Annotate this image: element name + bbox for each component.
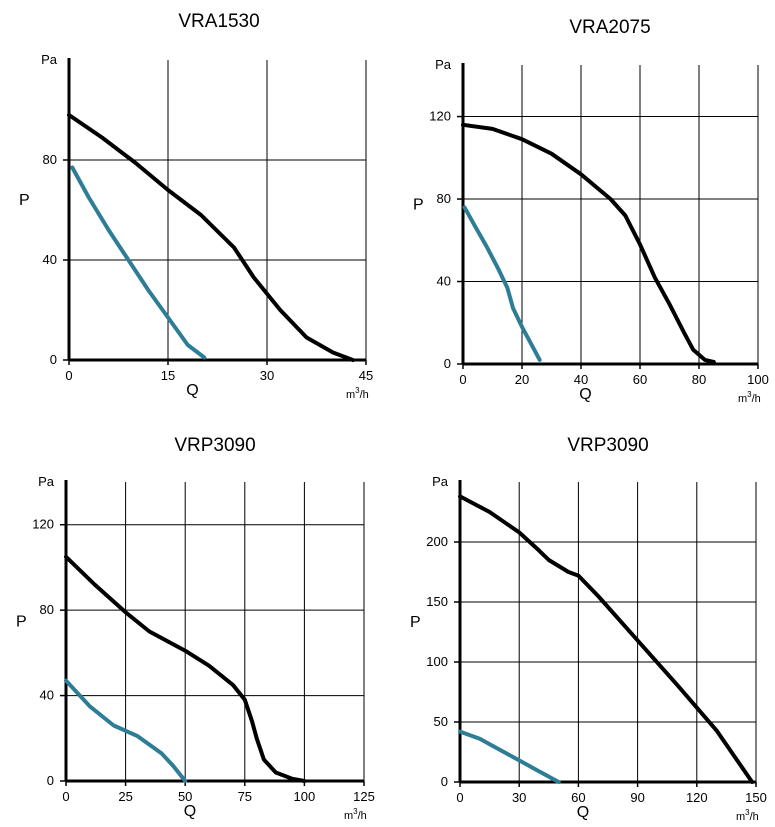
x-unit-label: m3/h: [738, 390, 761, 405]
y-unit-label: Pa: [38, 474, 55, 489]
chart-1: VRA1530 0 15 30 45 0 40 80 Pa P Q m3/h: [19, 11, 373, 401]
series-line-teal: [64, 678, 188, 783]
y-axis-label: P: [413, 197, 424, 214]
x-tick-label: 60: [633, 372, 647, 387]
x-tick-label: 80: [692, 372, 706, 387]
x-tick-label: 100: [294, 789, 316, 804]
x-tick-label: 0: [456, 790, 463, 805]
chart-4: VRP3090 0 30 60 90 120 150 0 50 100 150 200 Pa P Q m3/h: [410, 435, 767, 823]
x-unit-label: m3/h: [344, 807, 367, 822]
y-tick-label: 120: [32, 517, 54, 532]
y-tick-label: 0: [50, 352, 57, 367]
x-axis-label: Q: [184, 803, 196, 820]
chart-3: VRP3090 0 25 50 75 100 125 0 40 80 120 Pa P Q m3/h: [16, 435, 375, 822]
series-line-black: [461, 122, 716, 364]
series-line-black: [67, 113, 355, 362]
chart-title: VRA2075: [569, 17, 650, 38]
y-tick-label: 0: [441, 774, 448, 789]
x-tick-label: 15: [161, 368, 175, 383]
y-unit-label: Pa: [435, 57, 452, 72]
y-tick-label: 40: [43, 252, 57, 267]
x-tick-label: 25: [118, 789, 132, 804]
y-axis-label: P: [410, 614, 421, 631]
x-tick-label: 40: [574, 372, 588, 387]
x-tick-label: 30: [512, 790, 526, 805]
y-tick-label: 80: [43, 152, 57, 167]
x-axis-label: Q: [186, 382, 198, 399]
y-tick-label: 50: [434, 714, 448, 729]
x-tick-label: 0: [459, 372, 466, 387]
y-unit-label: Pa: [41, 52, 58, 67]
x-tick-label: 20: [515, 372, 529, 387]
x-axis-label: Q: [577, 804, 589, 821]
series-line-black: [64, 554, 307, 783]
x-tick-label: 150: [745, 790, 767, 805]
x-tick-label: 100: [747, 372, 769, 387]
x-unit-label: m3/h: [736, 808, 759, 823]
chart-title: VRA1530: [178, 11, 259, 32]
series-line-teal: [70, 165, 207, 360]
y-tick-label: 80: [40, 602, 54, 617]
x-tick-label: 75: [238, 789, 252, 804]
y-axis-label: P: [19, 192, 30, 209]
y-tick-label: 200: [426, 534, 448, 549]
x-tick-label: 60: [571, 790, 585, 805]
y-tick-label: 40: [437, 274, 451, 289]
x-tick-label: 125: [353, 789, 375, 804]
y-tick-label: 40: [40, 688, 54, 703]
series-line-teal: [458, 729, 561, 784]
x-tick-label: 45: [359, 368, 373, 383]
x-tick-label: 30: [260, 368, 274, 383]
chart-2: VRA2075 0 20 40 60 80 100 0 40 80 120 Pa P Q m3/h: [413, 17, 769, 405]
x-tick-label: 0: [62, 789, 69, 804]
y-tick-label: 0: [47, 773, 54, 788]
x-tick-label: 0: [65, 368, 72, 383]
x-unit-label: m3/h: [346, 386, 369, 401]
series-line-black: [458, 494, 755, 784]
y-tick-label: 80: [437, 191, 451, 206]
y-tick-label: 150: [426, 594, 448, 609]
y-tick-label: 100: [426, 654, 448, 669]
chart-title: VRP3090: [174, 435, 255, 456]
y-unit-label: Pa: [432, 474, 449, 489]
x-axis-label: Q: [579, 386, 591, 403]
y-tick-label: 0: [444, 356, 451, 371]
x-tick-label: 90: [630, 790, 644, 805]
series-line-teal: [462, 205, 542, 362]
x-tick-label: 50: [178, 789, 192, 804]
x-tick-label: 120: [686, 790, 708, 805]
y-tick-label: 120: [429, 109, 451, 124]
y-axis-label: P: [16, 614, 27, 631]
chart-title: VRP3090: [567, 435, 648, 456]
